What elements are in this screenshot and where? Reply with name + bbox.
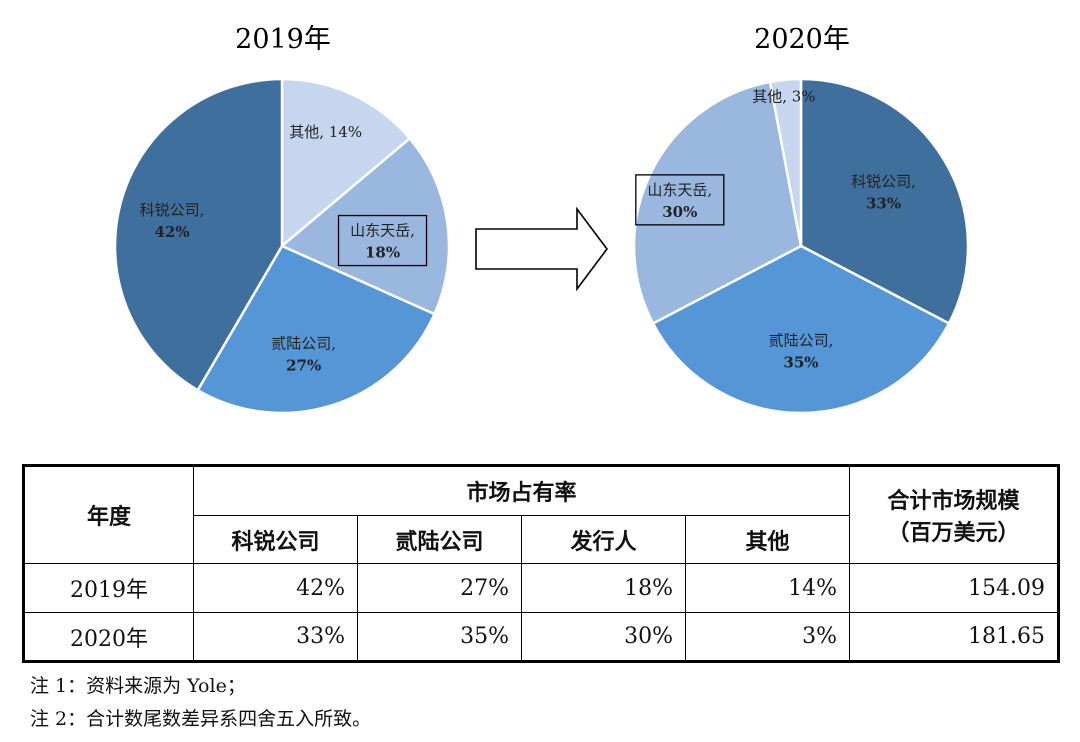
table-cell: 18% xyxy=(521,563,686,613)
table-cell: 30% xyxy=(521,612,686,662)
row-year: 2020年 xyxy=(23,612,194,662)
pie-slice xyxy=(632,80,803,326)
row-year: 2019年 xyxy=(23,563,194,613)
pie-2019: 其他, 14% 山东天岳, 18% 贰陆公司, 27% 科锐公司, 42% xyxy=(113,77,451,415)
slice-label-value: 27% xyxy=(286,357,321,375)
header-total-line1: 合计市场规模 xyxy=(887,489,1020,514)
slice-label-name: 科锐公司, xyxy=(851,172,916,190)
row-total: 181.65 xyxy=(849,612,1059,662)
slice-label: 科锐公司, 42% xyxy=(140,201,205,241)
table-cell: 3% xyxy=(684,612,851,662)
pie-slice xyxy=(279,136,451,316)
column-header: 科锐公司 xyxy=(193,515,358,564)
table-cell: 35% xyxy=(357,612,522,662)
table-cell: 14% xyxy=(684,563,851,613)
header-year: 年度 xyxy=(23,465,194,564)
table-row: 2019年 42% 27% 18% 14% 154.09 xyxy=(23,563,1059,613)
slice-label-name: 科锐公司, xyxy=(140,201,205,219)
slice-label-text: 其他, 14% xyxy=(289,123,362,141)
pie-charts: 2019年 2020年 其他, 14% 山东天岳, 18% 贰陆公司, 27% 科锐公司,… xyxy=(113,24,970,415)
column-header: 发行人 xyxy=(521,515,686,564)
market-share-table: 年度 市场占有率 合计市场规模 （百万美元） 科锐公司 贰陆公司 发行人 其他 … xyxy=(22,464,1060,663)
pie-slice xyxy=(768,77,803,247)
header-market-share: 市场占有率 xyxy=(192,465,851,516)
footnotes: 注 1：资料来源为 Yole； 注 2：合计数尾数差异系四舍五入所致。 xyxy=(30,670,371,736)
table-cell: 42% xyxy=(193,563,358,613)
slice-label: 科锐公司, 33% xyxy=(851,172,916,212)
slice-label-value: 33% xyxy=(866,194,901,212)
slice-label: 山东天岳, 18% xyxy=(337,214,428,267)
header-total-market: 合计市场规模 （百万美元） xyxy=(849,465,1059,564)
slice-label-value: 30% xyxy=(662,203,697,221)
slice-label-value: 35% xyxy=(783,354,818,372)
pie-2020: 科锐公司, 33% 贰陆公司, 35% 山东天岳, 30% 其他, 3% xyxy=(632,77,970,415)
column-header: 其他 xyxy=(684,515,851,564)
slice-label: 其他, 14% xyxy=(289,123,362,141)
slice-label: 其他, 3% xyxy=(752,87,815,105)
pie-slice xyxy=(651,244,951,415)
slice-label-name: 贰陆公司, xyxy=(769,332,834,350)
pie-slice xyxy=(113,77,284,392)
slice-label: 山东天岳, 30% xyxy=(635,174,725,226)
slice-label-box xyxy=(337,214,428,267)
slice-label-text: 其他, 3% xyxy=(752,87,815,105)
slice-label-name: 山东天岳, xyxy=(350,222,415,240)
slice-label-value: 18% xyxy=(365,244,400,262)
slice-label: 贰陆公司, 35% xyxy=(769,332,834,372)
header-total-line2: （百万美元） xyxy=(887,521,1020,546)
table-row: 2020年 33% 35% 30% 3% 181.65 xyxy=(23,612,1059,662)
pie-slice xyxy=(799,77,970,326)
pie-slice xyxy=(280,77,412,249)
slice-label-box xyxy=(635,174,725,226)
arrow-right-icon xyxy=(475,206,608,292)
chart-title-2020: 2020年 xyxy=(754,24,850,55)
slice-label-name: 山东天岳, xyxy=(647,181,712,199)
chart-title-2019: 2019年 xyxy=(235,24,331,55)
footnote: 注 1：资料来源为 Yole； xyxy=(30,675,246,697)
column-header: 贰陆公司 xyxy=(357,515,522,564)
row-total: 154.09 xyxy=(849,563,1059,613)
footnote: 注 2：合计数尾数差异系四舍五入所致。 xyxy=(30,708,372,730)
slice-label-value: 42% xyxy=(154,223,189,241)
table-cell: 27% xyxy=(357,563,522,613)
slice-label-name: 贰陆公司, xyxy=(271,335,336,353)
slice-label: 贰陆公司, 27% xyxy=(271,335,336,375)
pie-slice xyxy=(196,244,437,415)
table-cell: 33% xyxy=(193,612,358,662)
